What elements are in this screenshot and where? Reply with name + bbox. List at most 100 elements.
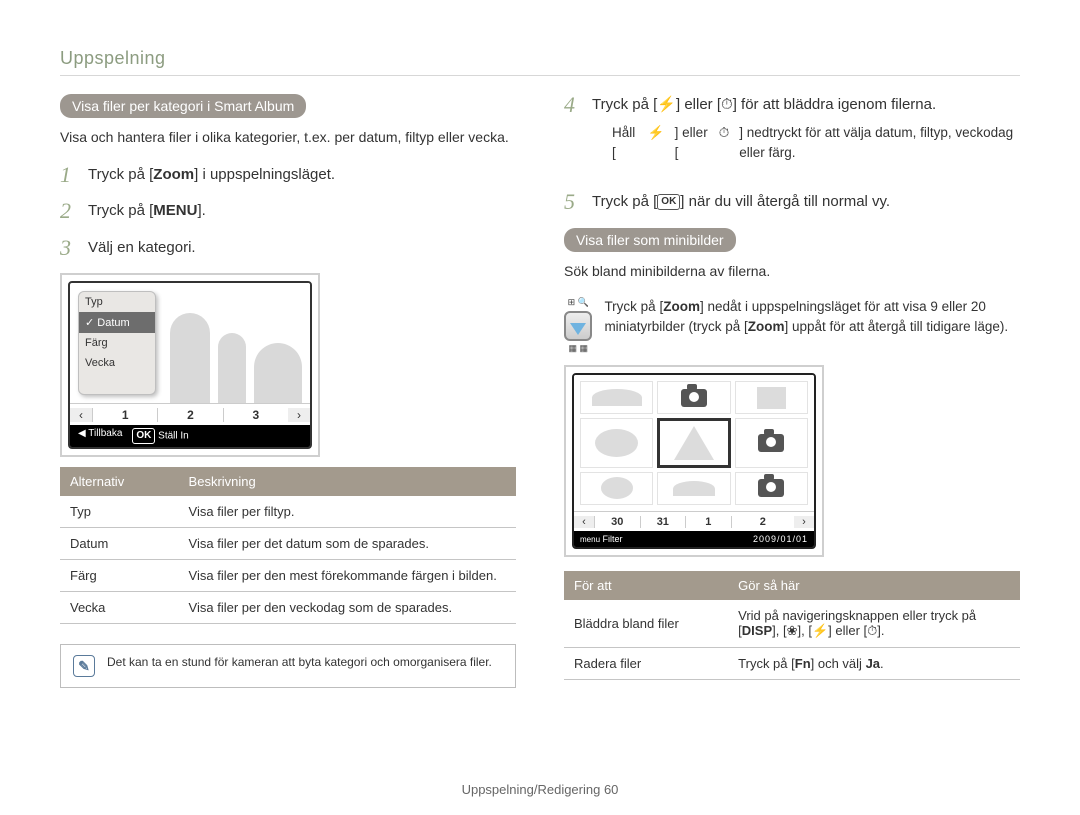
td-datum-desc: Visa filer per det datum som de sparades…: [179, 528, 516, 560]
camera-icon: [758, 479, 784, 497]
ja-key: Ja: [866, 656, 880, 671]
section-heading-minibilder: Visa filer som minibilder: [564, 228, 736, 252]
td-typ: Typ: [60, 496, 179, 528]
menu-tag: menu: [580, 535, 600, 544]
s4a: Tryck på [: [592, 96, 657, 113]
row-delete-do: Tryck på [Fn] och välj Ja.: [728, 648, 1020, 680]
flash-icon: ⚡: [648, 123, 665, 164]
row-browse-do: Vrid på navigeringsknappen eller tryck p…: [728, 600, 1020, 648]
back-label: ◀ Tillbaka: [78, 428, 122, 444]
note-box: ✎ Det kan ta en stund för kameran att by…: [60, 644, 516, 688]
note-icon: ✎: [73, 655, 95, 677]
pager-left-arrow: ‹: [70, 408, 92, 422]
camera-screen-mock: Typ ✓ Datum Färg Vecka ‹ 1 2 3: [60, 273, 320, 457]
zoom-key: Zoom: [748, 319, 785, 334]
pager-2: 2: [157, 408, 222, 422]
menu-item-farg: Färg: [79, 333, 155, 353]
thumb-cell: [735, 418, 808, 467]
row-delete-for: Radera filer: [564, 648, 728, 680]
table-row: Radera filer Tryck på [Fn] och välj Ja.: [564, 648, 1020, 680]
step3-text: Välj en kategori.: [88, 237, 516, 260]
menu-item-typ: Typ: [79, 292, 155, 312]
thumb-cell: [735, 381, 808, 414]
pager-left-arrow: ‹: [574, 516, 594, 528]
th-beskrivning: Beskrivning: [179, 467, 516, 496]
tp-30: 30: [594, 516, 640, 528]
r2b: ] och välj: [811, 656, 866, 671]
camera-icon: [681, 389, 707, 407]
set-text: Ställ In: [158, 431, 189, 442]
filter-label: menu Filter: [580, 534, 623, 544]
pager-1: 1: [92, 408, 157, 422]
r1e: ].: [877, 623, 884, 638]
timer-icon: ⏱: [721, 96, 733, 113]
step-num-2: 2: [60, 200, 78, 223]
menu-item-datum-label: Datum: [97, 317, 129, 329]
td-typ-desc: Visa filer per filtyp.: [179, 496, 516, 528]
timer-icon: ⏱: [719, 123, 730, 164]
category-pager: ‹ 1 2 3 ›: [70, 403, 310, 425]
s4sb: ] eller [: [675, 123, 709, 164]
filter-text: Filter: [603, 534, 623, 544]
thumbnail-screen-mock: ‹ 30 31 1 2 › menu Filter 2009/01/01: [564, 365, 824, 557]
tp-1: 1: [685, 516, 731, 528]
table-row: VeckaVisa filer per den veckodag som de …: [60, 592, 516, 624]
note-text: Det kan ta en stund för kameran att byta…: [107, 655, 492, 669]
intro2-text: Sök bland minibilderna av filerna.: [564, 262, 1020, 282]
table-row: FärgVisa filer per den mest förekommande…: [60, 560, 516, 592]
zha: Tryck på [: [604, 299, 663, 314]
left-column: Visa filer per kategori i Smart Album Vi…: [60, 94, 516, 688]
title-rule: [60, 75, 1020, 76]
zoom-button-graphic: ⊞ 🔍 ▦ ▦: [564, 297, 592, 355]
step-4: 4 Tryck på [⚡] eller [⏱] för att bläddra…: [564, 94, 1020, 177]
step2-text-b: ].: [197, 202, 205, 219]
menu-item-vecka: Vecka: [79, 353, 155, 373]
thumb-cell: [657, 472, 730, 505]
macro-icon: ❀: [787, 623, 798, 638]
zoom-hint: ⊞ 🔍 ▦ ▦ Tryck på [Zoom] nedåt i uppspeln…: [564, 297, 1020, 355]
table-row: TypVisa filer per filtyp.: [60, 496, 516, 528]
s4sc: ] nedtryckt för att välja datum, filtyp,…: [739, 123, 1020, 164]
thumb-pager: ‹ 30 31 1 2 ›: [574, 511, 814, 531]
zhc: ] uppåt för att återgå till tidigare läg…: [784, 319, 1008, 334]
page-title: Uppspelning: [60, 48, 1020, 69]
pager-right-arrow: ›: [288, 408, 310, 422]
set-label: OK Ställ In: [132, 428, 188, 444]
intro-text: Visa och hantera filer i olika kategorie…: [60, 128, 516, 148]
thumb-cell: [580, 418, 653, 467]
category-menu: Typ ✓ Datum Färg Vecka: [78, 291, 156, 395]
step1-text-a: Tryck på [: [88, 166, 153, 183]
r2a: Tryck på [: [738, 656, 795, 671]
category-table: Alternativ Beskrivning TypVisa filer per…: [60, 467, 516, 624]
td-farg: Färg: [60, 560, 179, 592]
ok-key: OK: [657, 194, 680, 210]
flash-icon: ⚡: [657, 96, 676, 113]
step-2: 2 Tryck på [MENU].: [60, 200, 516, 223]
tp-31: 31: [640, 516, 686, 528]
r1c: ], [: [797, 623, 811, 638]
actions-table: För att Gör så här Bläddra bland filer V…: [564, 571, 1020, 680]
fn-key: Fn: [795, 656, 811, 671]
step-4-sub: Håll [⚡] eller [⏱] nedtryckt för att väl…: [612, 123, 1020, 164]
menu-key: MENU: [153, 202, 197, 219]
silhouette-preview: [162, 283, 310, 403]
th-for-att: För att: [564, 571, 728, 600]
camera-icon: [758, 434, 784, 452]
disp-key: DISP: [742, 623, 772, 638]
right-column: 4 Tryck på [⚡] eller [⏱] för att bläddra…: [564, 94, 1020, 688]
s5b: ] när du vill återgå till normal vy.: [680, 193, 890, 210]
step-num-5: 5: [564, 191, 582, 214]
thumb-cell: [657, 381, 730, 414]
back-text: Tillbaka: [88, 428, 122, 439]
td-farg-desc: Visa filer per den mest förekommande fär…: [179, 560, 516, 592]
th-alternativ: Alternativ: [60, 467, 179, 496]
step-num-1: 1: [60, 164, 78, 187]
table-row: DatumVisa filer per det datum som de spa…: [60, 528, 516, 560]
thumb-cell: [580, 381, 653, 414]
step-num-4: 4: [564, 94, 582, 177]
s4c: ] för att bläddra igenom filerna.: [733, 96, 936, 113]
table-row: Bläddra bland filer Vrid på navigeringsk…: [564, 600, 1020, 648]
r1d: ] eller [: [828, 623, 867, 638]
th-gor-sa: Gör så här: [728, 571, 1020, 600]
thumb-date: 2009/01/01: [753, 534, 808, 544]
